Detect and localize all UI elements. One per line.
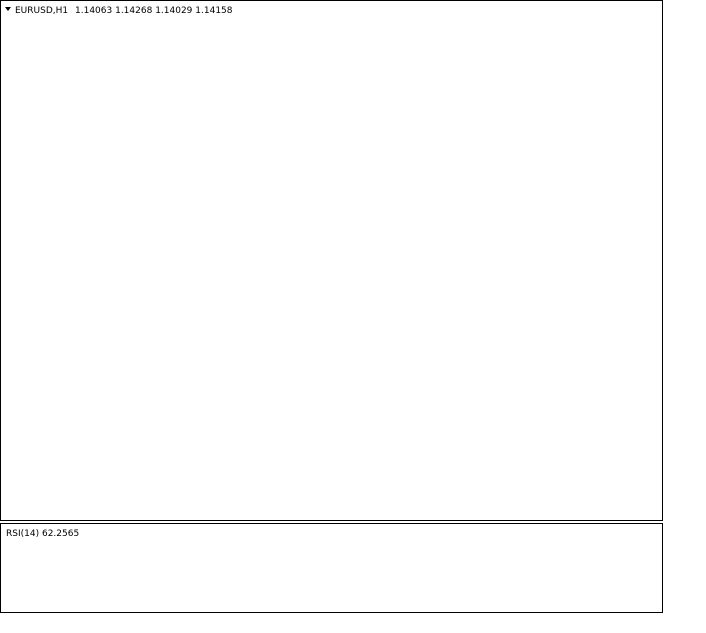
- menu-triangle[interactable]: [5, 7, 11, 11]
- header-open: 1.14063: [75, 6, 112, 16]
- main-panel: [0, 0, 663, 521]
- rsi-panel: [0, 523, 663, 613]
- header-low: 1.14029: [155, 6, 192, 16]
- header-close: 1.14158: [195, 6, 232, 16]
- chart-header: EURUSD,H1 1.14063 1.14268 1.14029 1.1415…: [15, 6, 233, 16]
- symbol-title: EURUSD,H1: [15, 6, 68, 16]
- rsi-current: 62.2565: [42, 529, 79, 539]
- header-high: 1.14268: [115, 6, 152, 16]
- rsi-title: RSI(14): [6, 529, 39, 539]
- rsi-header: RSI(14) 62.2565: [6, 529, 79, 539]
